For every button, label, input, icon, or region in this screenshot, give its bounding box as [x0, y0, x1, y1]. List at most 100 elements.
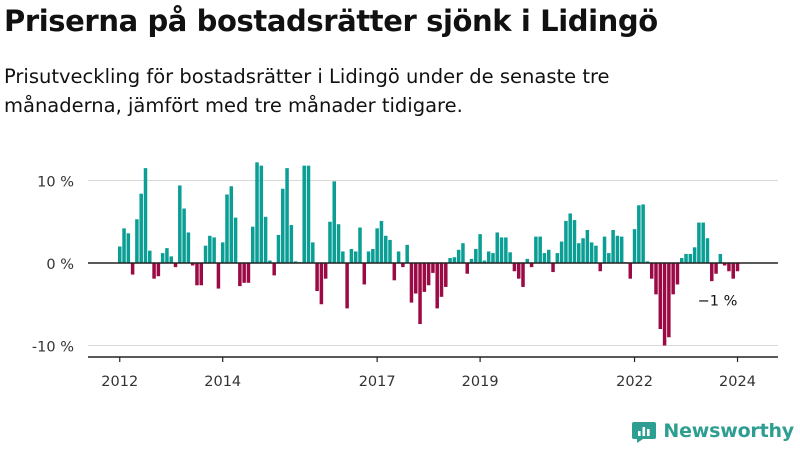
bar — [529, 263, 534, 268]
bar — [637, 205, 641, 263]
bar — [173, 263, 178, 268]
brand: Newsworthy — [631, 418, 794, 444]
bar — [118, 246, 122, 263]
bar — [255, 162, 259, 263]
bar — [426, 263, 431, 286]
chart-title: Priserna på bostadsrätter sjönk i Liding… — [4, 4, 658, 38]
bar — [285, 168, 289, 264]
bar — [341, 251, 345, 263]
bar — [409, 263, 414, 303]
bar — [199, 263, 204, 286]
bar — [525, 258, 530, 264]
bar — [444, 263, 448, 287]
bar — [259, 165, 264, 263]
brand-name: Newsworthy — [663, 420, 794, 442]
bar — [238, 263, 242, 287]
bar — [701, 222, 705, 263]
x-tick-label: 2024 — [719, 374, 756, 390]
bar — [615, 235, 620, 263]
bar — [208, 235, 212, 263]
bar — [362, 263, 367, 285]
bar — [516, 263, 521, 279]
bar — [538, 236, 542, 263]
bar — [710, 263, 714, 282]
bar — [671, 263, 675, 295]
bar — [628, 263, 633, 279]
bar — [216, 263, 221, 289]
bar — [319, 263, 324, 305]
bar — [547, 249, 551, 263]
bar — [521, 263, 525, 287]
bar — [345, 263, 349, 309]
bar — [568, 213, 572, 263]
bar — [731, 263, 735, 279]
bar — [452, 257, 457, 263]
bar — [195, 263, 199, 286]
bar — [465, 263, 469, 274]
bar — [589, 242, 594, 264]
x-tick-label: 2017 — [359, 374, 396, 390]
bar — [392, 263, 397, 281]
bar — [675, 263, 680, 285]
bar — [178, 185, 182, 263]
bars-layer — [118, 162, 740, 346]
bar — [508, 252, 512, 263]
bar — [323, 263, 328, 279]
bar — [148, 250, 152, 264]
bar — [315, 263, 319, 292]
bar — [203, 245, 208, 263]
bar — [152, 263, 156, 279]
bar — [353, 251, 358, 263]
bar — [375, 228, 379, 263]
bar — [645, 261, 650, 263]
bar — [486, 251, 491, 263]
bar — [349, 248, 354, 263]
bar — [371, 248, 375, 263]
bar — [281, 188, 285, 263]
bar — [396, 251, 401, 263]
bar — [165, 248, 169, 263]
bar — [735, 263, 740, 272]
bar — [418, 263, 422, 325]
bar — [559, 241, 564, 263]
axis-layer: 10 % 0 % -10 % 2012 2014 2017 2019 2022 2024 −1 % — [32, 175, 778, 390]
bar — [684, 253, 688, 263]
bar — [276, 234, 281, 263]
bar — [662, 263, 667, 346]
bar — [414, 263, 418, 294]
bar — [718, 253, 723, 263]
bar — [649, 263, 654, 279]
bar — [130, 263, 135, 275]
bar — [246, 263, 251, 283]
bar — [551, 263, 555, 273]
bar — [512, 263, 517, 272]
bar — [456, 249, 461, 263]
bar — [714, 263, 718, 274]
bar — [122, 228, 126, 263]
last-value-label: −1 % — [698, 293, 738, 309]
bar — [383, 235, 388, 263]
bar — [448, 258, 452, 263]
bar — [289, 225, 294, 263]
bar — [422, 263, 427, 292]
bar — [169, 256, 173, 263]
bar — [461, 243, 465, 263]
bar — [602, 236, 607, 263]
bar — [431, 263, 435, 273]
bar — [435, 263, 439, 309]
bar — [242, 263, 246, 283]
bar — [491, 253, 495, 263]
x-tick-label: 2022 — [616, 374, 653, 390]
bar — [658, 263, 663, 329]
bar — [667, 263, 671, 338]
bar — [126, 233, 131, 263]
bar — [143, 168, 148, 264]
bar — [619, 236, 624, 263]
bar — [594, 245, 598, 263]
bar — [212, 237, 216, 263]
bar — [160, 253, 165, 263]
bar — [250, 226, 255, 263]
x-tick-label: 2014 — [204, 374, 241, 390]
bar — [225, 194, 229, 263]
